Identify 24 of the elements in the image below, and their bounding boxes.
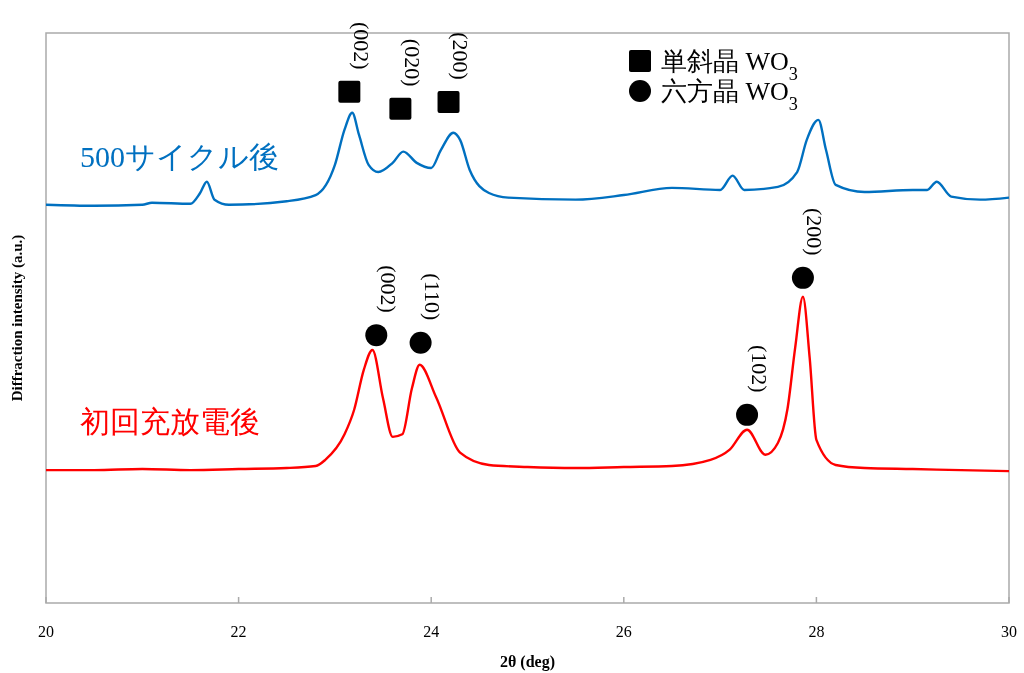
point: [791, 266, 814, 289]
point: [338, 80, 361, 103]
point: [389, 97, 412, 120]
annotation: (200): [802, 208, 828, 256]
series-label: 初回充放電後: [80, 405, 260, 439]
annotation: (002): [348, 21, 374, 70]
x-tick-label: 20: [38, 623, 54, 640]
point: [437, 91, 460, 114]
annotation: (110): [420, 273, 446, 321]
series-label: 500サイクル後: [80, 139, 279, 173]
x-tick-label: 26: [615, 623, 632, 640]
annotation: (002): [375, 265, 401, 313]
x-tick-label: 24: [423, 623, 440, 640]
annotation: (102): [746, 345, 772, 393]
x-tick-label: 22: [230, 623, 247, 640]
annotation: (200): [448, 32, 474, 80]
x-tick-label: 28: [808, 623, 825, 640]
point: [409, 331, 432, 354]
point: [365, 324, 388, 347]
annotation: (020): [399, 38, 425, 87]
x-axis-title: 2θ (deg): [499, 653, 556, 671]
x-tick-label: 30: [1001, 623, 1017, 640]
point: [736, 403, 759, 426]
y-axis-title: Diffraction intensity (a.u.): [9, 234, 26, 402]
